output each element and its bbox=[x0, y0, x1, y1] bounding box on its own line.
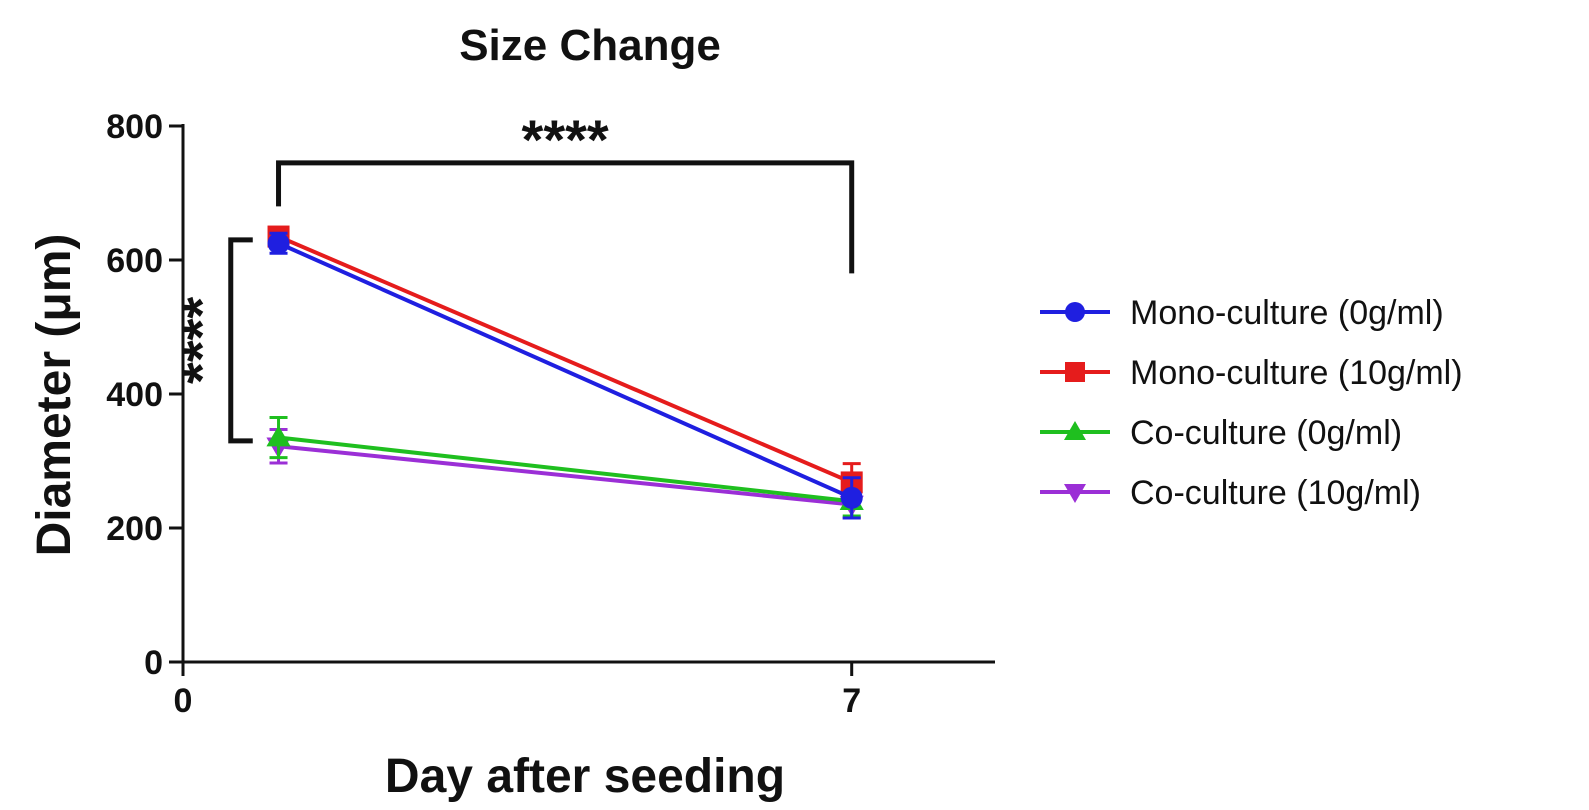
axes: 0 200 400 600 800 0 7 bbox=[106, 108, 995, 720]
y-tick-label: 0 bbox=[144, 644, 163, 682]
series bbox=[267, 225, 863, 503]
legend-label: Co-culture (10g/ml) bbox=[1130, 474, 1421, 512]
data-point bbox=[840, 486, 863, 509]
series bbox=[266, 415, 864, 518]
legend-marker bbox=[1065, 302, 1085, 322]
chart-title: Size Change bbox=[459, 21, 721, 70]
legend-item: Mono-culture (0g/ml) bbox=[1040, 294, 1444, 332]
data-point bbox=[267, 232, 290, 255]
series bbox=[266, 428, 864, 520]
series bbox=[267, 231, 863, 520]
significance-bracket-horizontal bbox=[276, 160, 855, 274]
series-line bbox=[278, 444, 852, 507]
legend-item: Mono-culture (10g/ml) bbox=[1040, 354, 1463, 392]
series-line bbox=[277, 234, 853, 485]
legend-marker bbox=[1065, 362, 1085, 382]
series-line bbox=[277, 241, 853, 500]
significance-annotations: **** **** bbox=[170, 108, 855, 444]
x-axis-title: Day after seeding bbox=[385, 750, 785, 803]
series-line bbox=[278, 435, 852, 504]
legend-label: Mono-culture (0g/ml) bbox=[1130, 294, 1444, 332]
legend-item: Co-culture (10g/ml) bbox=[1040, 474, 1421, 512]
x-tick-label: 7 bbox=[842, 682, 861, 720]
x-tick-label: 0 bbox=[174, 682, 193, 720]
legend-label: Co-culture (0g/ml) bbox=[1130, 414, 1402, 452]
significance-stars-horizontal: **** bbox=[522, 108, 609, 171]
y-tick-label: 800 bbox=[106, 108, 163, 146]
legend: Mono-culture (0g/ml) Mono-culture (10g/ml… bbox=[1040, 294, 1463, 512]
legend-item: Co-culture (0g/ml) bbox=[1040, 414, 1402, 452]
y-tick-label: 400 bbox=[106, 376, 163, 414]
series-layer bbox=[266, 225, 864, 520]
legend-marker bbox=[1064, 484, 1086, 503]
significance-bracket-vertical bbox=[228, 237, 253, 444]
y-tick-label: 600 bbox=[106, 242, 163, 280]
y-axis-title: Diameter (μm) bbox=[28, 234, 81, 557]
y-tick-label: 200 bbox=[106, 510, 163, 548]
data-point bbox=[266, 425, 291, 447]
legend-marker bbox=[1064, 421, 1086, 440]
legend-label: Mono-culture (10g/ml) bbox=[1130, 354, 1463, 392]
significance-stars-vertical: **** bbox=[170, 297, 233, 384]
